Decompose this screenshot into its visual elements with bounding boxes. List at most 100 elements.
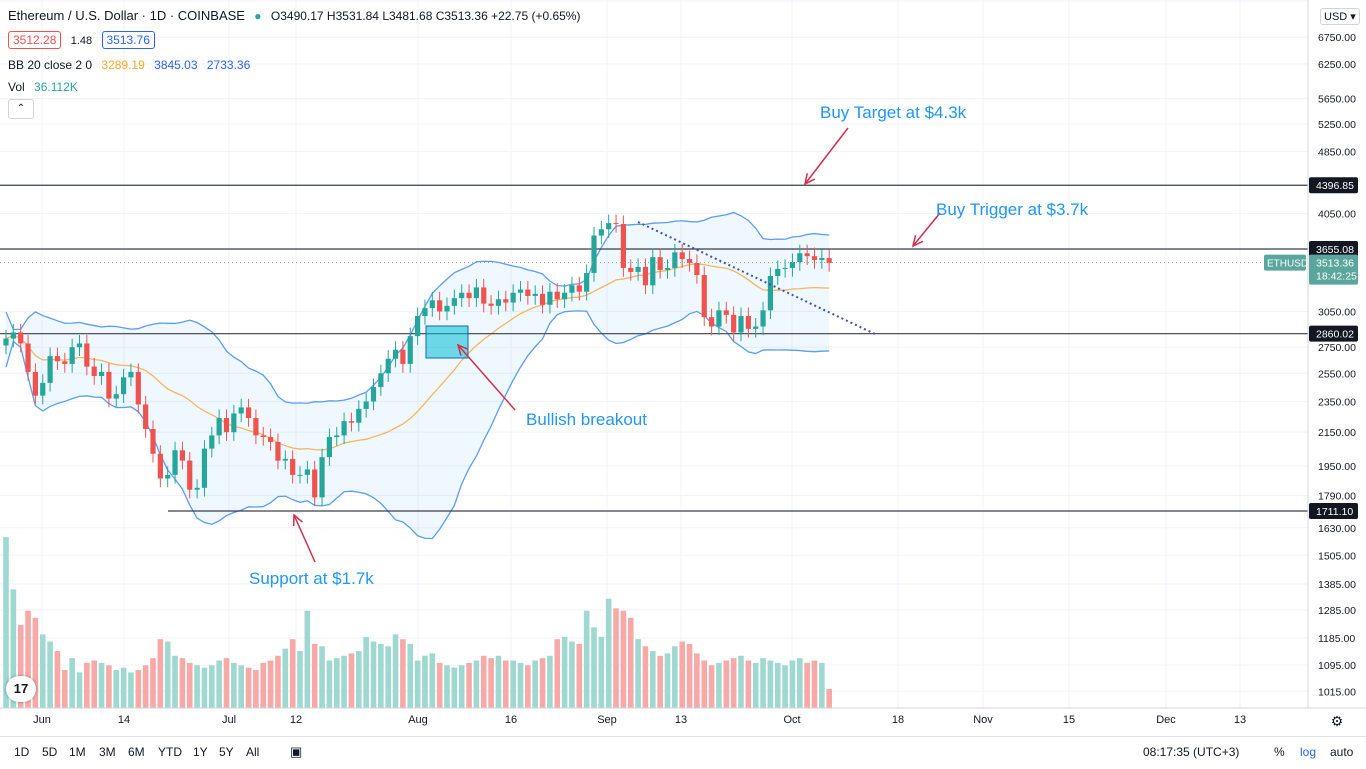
clock-readout[interactable]: 08:17:35 (UTC+3) [1143,745,1240,759]
candle-body [584,272,590,292]
volume-bar [378,643,384,708]
candle-body [473,287,479,299]
bb-upper-value: 3845.03 [154,58,198,72]
volume-bar [238,665,244,708]
volume-bar [627,617,634,708]
candle-body [517,289,524,293]
range-button-5d[interactable]: 5D [42,745,58,759]
candle-body [260,435,266,438]
candle-body [223,418,230,433]
range-button-1y[interactable]: 1Y [193,745,208,759]
volume-bar [480,655,487,708]
volume-bar [341,655,347,708]
candle-body [628,267,634,272]
ask-button[interactable]: 3513.76 [101,31,155,49]
candle-body [47,356,53,383]
candle-body [539,293,546,305]
vol-legend[interactable]: Vol 36.112K [8,80,84,94]
candle-body [694,262,700,275]
candle-body [341,421,347,436]
range-button-1d[interactable]: 1D [14,745,30,759]
range-button-ytd[interactable]: YTD [158,745,182,759]
time-tick-label: Dec [1156,714,1176,726]
candle-body [62,361,68,364]
volume-bar [253,670,259,708]
range-button-3m[interactable]: 3M [99,745,116,759]
candle-body [245,407,252,419]
buy-target-label: Buy Target at $4.3k [820,103,967,122]
bid-button[interactable]: 3512.28 [8,31,62,49]
price-tick-label: 4850.00 [1318,146,1356,158]
price-chart[interactable]: Buy Target at $4.3k Buy Trigger at $3.7k B… [0,0,1366,736]
volume-bar [17,624,24,708]
volume-bar [216,660,222,708]
time-tick-label: Jun [33,714,51,726]
collapse-legend-button[interactable]: ⌃ [8,99,34,119]
candle-body [238,407,244,414]
volume-bar [179,658,186,708]
volume-bar [400,639,406,708]
time-tick-label: Oct [783,714,800,726]
support-label: Support at $1.7k [249,569,374,588]
candle-body [172,450,178,475]
tradingview-logo-icon[interactable]: 17 [6,676,36,702]
candle-body [679,252,685,260]
volume-bar [723,660,730,708]
percent-toggle[interactable]: % [1274,745,1285,759]
volume-bar [583,610,590,708]
candle-body [591,235,597,273]
volume-bar [635,639,641,708]
volume-bar [392,634,399,708]
candle-body [165,474,171,479]
candle-body [179,450,185,461]
volume-bar [694,653,700,708]
calendar-icon[interactable]: ▣ [290,744,303,759]
range-button-5y[interactable]: 5Y [219,745,234,759]
candle-body [811,256,818,261]
volume-bar [745,660,752,708]
gear-icon: ⚙ [1331,713,1344,729]
bb-legend[interactable]: BB 20 close 2 0 3289.19 3845.03 2733.36 [8,58,256,72]
candle-body [32,371,38,396]
candle-body [150,428,156,454]
volume-bar [209,665,215,708]
range-button-1m[interactable]: 1M [69,745,86,759]
range-button-6m[interactable]: 6M [128,745,145,759]
candle-body [488,303,494,306]
symbol-title[interactable]: Ethereum / U.S. Dollar · 1D · COINBASE [8,8,245,23]
price-tick-label: 1950.00 [1318,461,1356,473]
price-tick-label: 1185.00 [1318,633,1355,645]
support-arrow-head [292,513,303,527]
log-toggle[interactable]: log [1300,745,1317,759]
volume-bar [370,641,377,708]
volume-bar [664,653,671,708]
candle-body [635,266,641,272]
candle-body [326,437,332,458]
candle-body [54,356,61,362]
volume-bar [642,646,649,708]
candle-body [613,223,619,225]
candle-body [753,326,759,329]
volume-bar [414,660,421,708]
volume-bar [503,660,509,708]
breakout-box [425,325,469,359]
time-tick-label: 18 [892,714,904,726]
level-price-tag [1309,503,1358,519]
volume-bar [275,655,281,708]
time-tick-label: Nov [973,714,993,726]
time-tick-label: 16 [505,714,517,726]
range-button-all[interactable]: All [246,745,260,759]
volume-bar [591,627,597,708]
currency-label: USD [1324,11,1348,23]
symbol-tag [1264,254,1306,271]
volume-bar [69,658,75,708]
candle-body [3,338,9,346]
auto-toggle[interactable]: auto [1330,745,1354,759]
currency-selector[interactable]: USD ▾ [1320,8,1360,25]
buy-target-arrow-head [803,173,816,186]
volume-bar [774,662,781,708]
volume-bar [76,672,83,708]
candle-body [378,373,384,388]
level-price-tag [1309,325,1358,342]
buy-trigger-arrow-head [911,235,924,248]
